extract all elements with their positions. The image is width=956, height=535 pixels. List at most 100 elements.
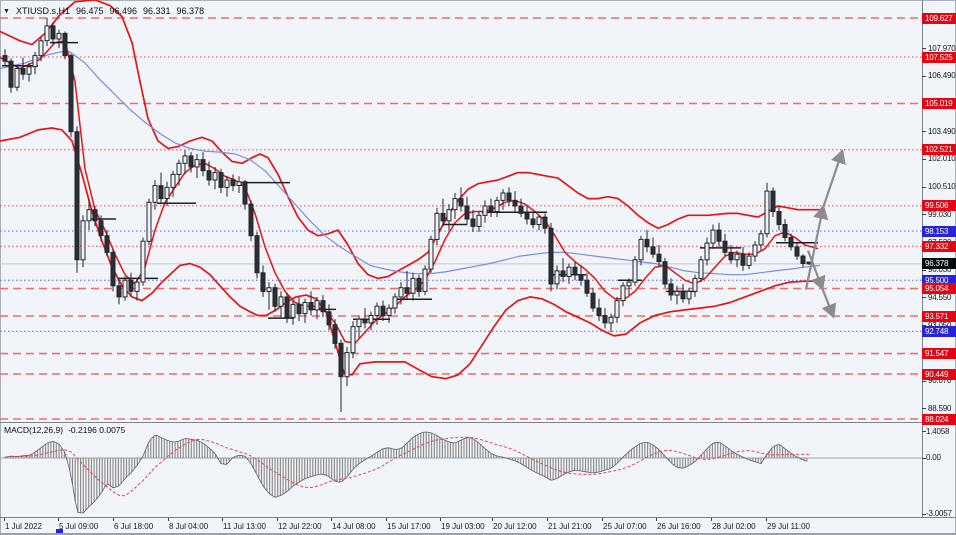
time-label: 12 Jul 22:00 [278,522,322,531]
candle-body [446,209,452,222]
candle-body [434,212,440,240]
candle-body [206,170,212,181]
candle-body [8,60,14,88]
candle-body [116,285,122,298]
candle-body [86,209,92,222]
level-price-flag: 98.153 [922,225,956,237]
candle-body [68,55,74,133]
time-label: 29 Jul 11:00 [767,522,810,531]
ma-blue-line [0,51,821,276]
candle-body [494,199,500,212]
candle-body [128,279,134,292]
candle-body [212,172,218,181]
candle-body [182,155,188,164]
candle-body [566,266,572,278]
candle-body [674,290,680,296]
candle-body [704,242,710,261]
candle-body [620,285,626,302]
candle-body [392,296,398,309]
candle-body [416,277,422,292]
candle-body [332,324,338,344]
candle-body [506,192,512,201]
price-label: 93.050 [928,321,951,331]
time-tick [711,518,712,521]
candle-body [656,253,662,263]
candle-body [734,253,740,261]
candle-body [530,218,536,226]
candle-body [236,181,242,187]
candle-body [770,190,776,213]
candle-body [230,179,236,187]
macd-scale-tick [922,457,926,459]
candle-body [512,199,518,207]
time-tick [113,518,114,521]
candle-body [740,253,746,266]
main-chart-canvas[interactable] [0,0,956,422]
candle-body [638,238,644,261]
level-price-flag: 102.521 [922,144,956,156]
candle-body [188,155,194,168]
window-edge [0,533,956,535]
level-price-flag: 95.500 [922,274,956,286]
candle-body [344,352,350,378]
candle-body [146,201,152,242]
price-label: 94.550 [928,292,952,302]
candle-body [134,281,140,292]
quote-high: 96.496 [109,6,138,16]
price-label: 96.030 [928,265,952,275]
candle-body [542,216,548,229]
candle-body [632,259,638,283]
level-price-flag: 99.506 [922,200,956,212]
time-tick [386,518,387,521]
symbol-dropdown-icon[interactable]: ▼ [3,7,10,15]
candle-body [194,159,200,168]
current-price-flag: 96.378 [922,258,956,270]
candle-body [338,342,344,378]
price-label: 100.510 [928,182,956,192]
candle-body [104,235,110,253]
symbol-period-label: XTIUSD.s,H1 [15,6,70,16]
candle-body [500,192,506,201]
time-label: 28 Jul 02:00 [712,522,756,531]
candle-body [650,246,656,255]
macd-chart-canvas[interactable] [0,423,956,518]
candle-body [266,287,272,292]
candle-body [32,55,38,68]
time-tick [277,518,278,521]
chart-title: ▼ XTIUSD.s,H1 96.475 96.496 96.331 96.37… [3,6,204,16]
level-price-flag: 91.547 [922,348,956,360]
candle-body [170,173,176,188]
candle-body [452,198,458,211]
price-tick [922,325,926,327]
candle-body [380,305,386,317]
candle-body [422,268,428,292]
candle-body [752,244,758,257]
price-label: 102.010 [928,154,956,164]
candle-body [314,300,320,311]
level-price-flag: 90.449 [922,368,956,380]
macd-name: MACD(12,26,9) [4,425,64,435]
panel-separator[interactable] [0,422,956,423]
candle-body [248,203,254,237]
candle-body [20,68,26,75]
macd-signal-line [4,436,809,497]
price-tick [922,214,926,216]
candle-body [788,237,794,248]
candle-body [518,205,524,214]
candle-body [254,235,260,274]
candle-body [782,224,788,238]
candle-body [626,281,632,287]
candle-body [572,266,578,276]
trend-arrow-up [804,204,829,290]
candle-body [362,318,368,324]
candle-body [98,220,104,237]
macd-outline [4,431,808,514]
candle-body [260,272,266,292]
time-label: 11 Jul 13:00 [223,522,266,531]
candle-body [350,326,356,354]
level-price-flag: 105.019 [922,98,956,109]
time-label: 26 Jul 16:00 [657,522,701,531]
time-label: 25 Jul 07:00 [603,522,647,531]
candle-body [728,251,734,261]
candle-body [326,311,332,326]
